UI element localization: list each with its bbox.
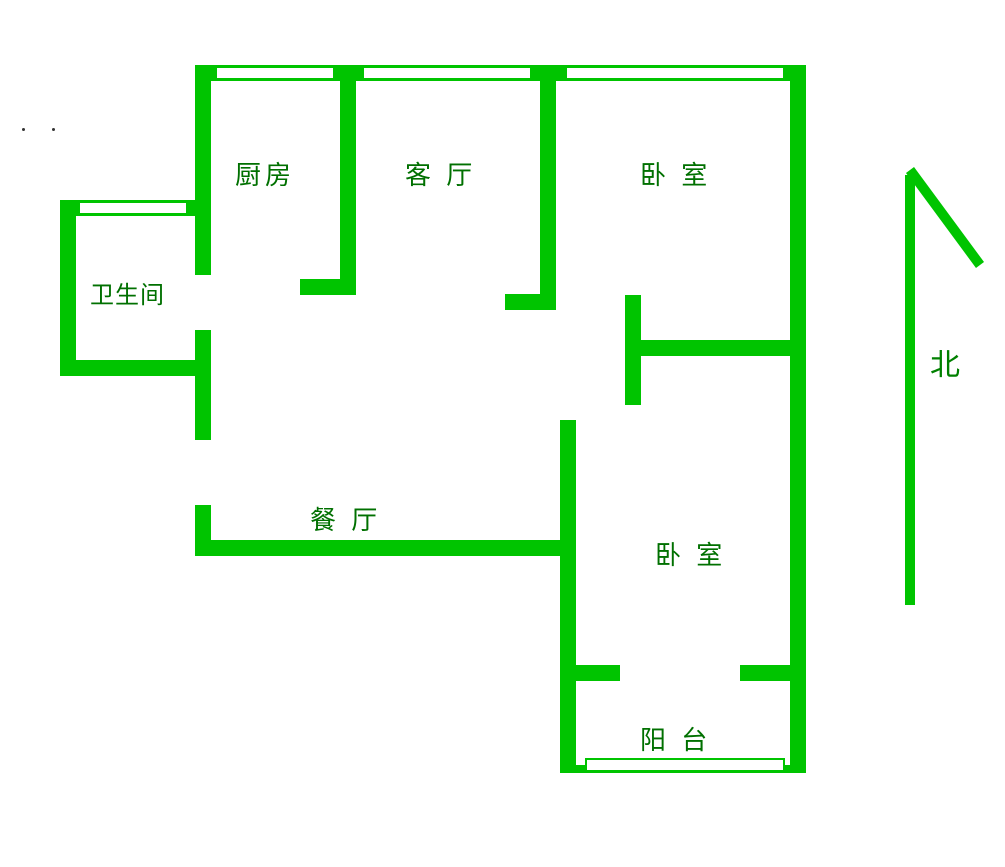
wall-kitchen-living-divider	[340, 65, 356, 295]
label-bedroom-north: 卧 室	[640, 155, 711, 192]
wall-dining-bedroom-divider	[560, 420, 576, 681]
wall-balcony-right	[790, 665, 806, 773]
wall-kitchen-bottom	[300, 279, 356, 295]
window-kitchen	[215, 66, 335, 80]
wall-balcony-top-right	[740, 665, 806, 681]
wall-balcony-left	[560, 665, 576, 773]
wall-dining-bottom	[195, 540, 576, 556]
window-bedroom-north	[565, 66, 785, 80]
wall-right-outer	[790, 65, 806, 680]
label-balcony: 阳 台	[640, 720, 711, 757]
window-balcony	[585, 758, 785, 772]
label-dining: 餐 厅	[310, 500, 381, 537]
artifact-dot	[22, 128, 25, 131]
wall-living-bottom	[505, 294, 556, 310]
wall-living-bedroom-divider	[540, 65, 556, 310]
wall-bath-left	[60, 200, 76, 376]
compass-label: 北	[930, 340, 960, 384]
window-bathroom	[78, 201, 188, 215]
wall-top-left-stub	[195, 65, 211, 215]
window-living	[362, 66, 532, 80]
wall-bath-bottom	[60, 360, 211, 376]
label-bathroom: 卫生间	[90, 275, 165, 310]
wall-balcony-top-left	[560, 665, 620, 681]
label-kitchen: 厨房	[235, 155, 295, 192]
artifact-dot	[52, 128, 55, 131]
wall-bedroom-divider-horizontal	[625, 340, 806, 356]
compass-arrow-icon	[900, 160, 990, 280]
wall-bath-right-upper	[195, 200, 211, 275]
label-bedroom-south: 卧 室	[655, 535, 726, 572]
label-living: 客 厅	[405, 155, 476, 192]
wall-bedroom-s-door-stub	[625, 340, 641, 405]
wall-bath-right-lower	[195, 330, 211, 440]
floor-plan-canvas: 厨房 客 厅 卧 室 卫生间 餐 厅 卧 室 阳 台 北	[0, 0, 1005, 867]
